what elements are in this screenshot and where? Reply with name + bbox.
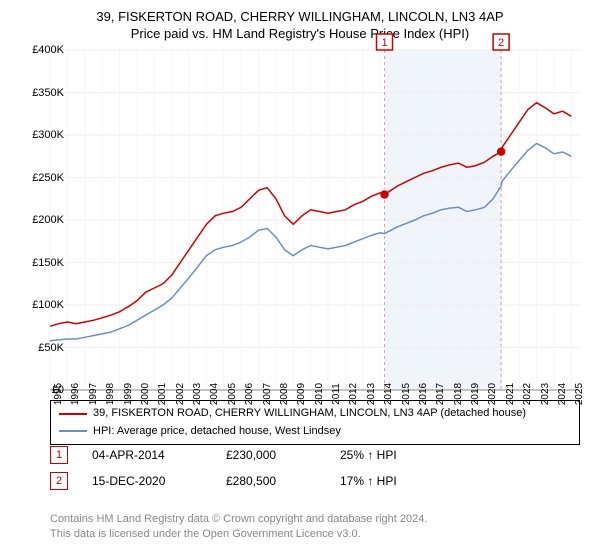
marker-date-1: 04-APR-2014 <box>92 448 202 462</box>
footnote-line2: This data is licensed under the Open Gov… <box>50 527 427 542</box>
ytick-label: £50K <box>14 342 64 354</box>
legend-label-property: 39, FISKERTON ROAD, CHERRY WILLINGHAM, L… <box>93 405 526 423</box>
marker-delta-1: 25% ↑ HPI <box>340 448 430 462</box>
marker-box-1: 1 <box>50 446 68 464</box>
legend-swatch-hpi <box>59 430 87 432</box>
marker-row-2: 2 15-DEC-2020 £280,500 17% ↑ HPI <box>50 468 430 494</box>
legend-item-property: 39, FISKERTON ROAD, CHERRY WILLINGHAM, L… <box>59 405 571 423</box>
chart-plot-area: 12 <box>50 50 580 390</box>
ytick-label: £100K <box>14 299 64 311</box>
legend-label-hpi: HPI: Average price, detached house, West… <box>93 423 341 441</box>
svg-text:1: 1 <box>381 37 387 49</box>
marker-table: 1 04-APR-2014 £230,000 25% ↑ HPI 2 15-DE… <box>50 442 430 494</box>
legend-item-hpi: HPI: Average price, detached house, West… <box>59 423 571 441</box>
legend: 39, FISKERTON ROAD, CHERRY WILLINGHAM, L… <box>50 400 580 445</box>
marker-price-2: £280,500 <box>226 474 316 488</box>
chart-title-line2: Price paid vs. HM Land Registry's House … <box>0 26 600 41</box>
ytick-label: £300K <box>14 129 64 141</box>
marker-row-1: 1 04-APR-2014 £230,000 25% ↑ HPI <box>50 442 430 468</box>
marker-date-2: 15-DEC-2020 <box>92 474 202 488</box>
legend-swatch-property <box>59 413 87 415</box>
ytick-label: £350K <box>14 87 64 99</box>
marker-box-2: 2 <box>50 472 68 490</box>
marker-delta-2: 17% ↑ HPI <box>340 474 430 488</box>
footnote-line1: Contains HM Land Registry data © Crown c… <box>50 512 427 527</box>
ytick-label: £250K <box>14 172 64 184</box>
marker-price-1: £230,000 <box>226 448 316 462</box>
svg-text:2: 2 <box>498 37 504 49</box>
ytick-label: £150K <box>14 257 64 269</box>
footnote: Contains HM Land Registry data © Crown c… <box>50 512 427 543</box>
ytick-label: £200K <box>14 214 64 226</box>
ytick-label: £400K <box>14 44 64 56</box>
chart-title-line1: 39, FISKERTON ROAD, CHERRY WILLINGHAM, L… <box>0 0 600 26</box>
